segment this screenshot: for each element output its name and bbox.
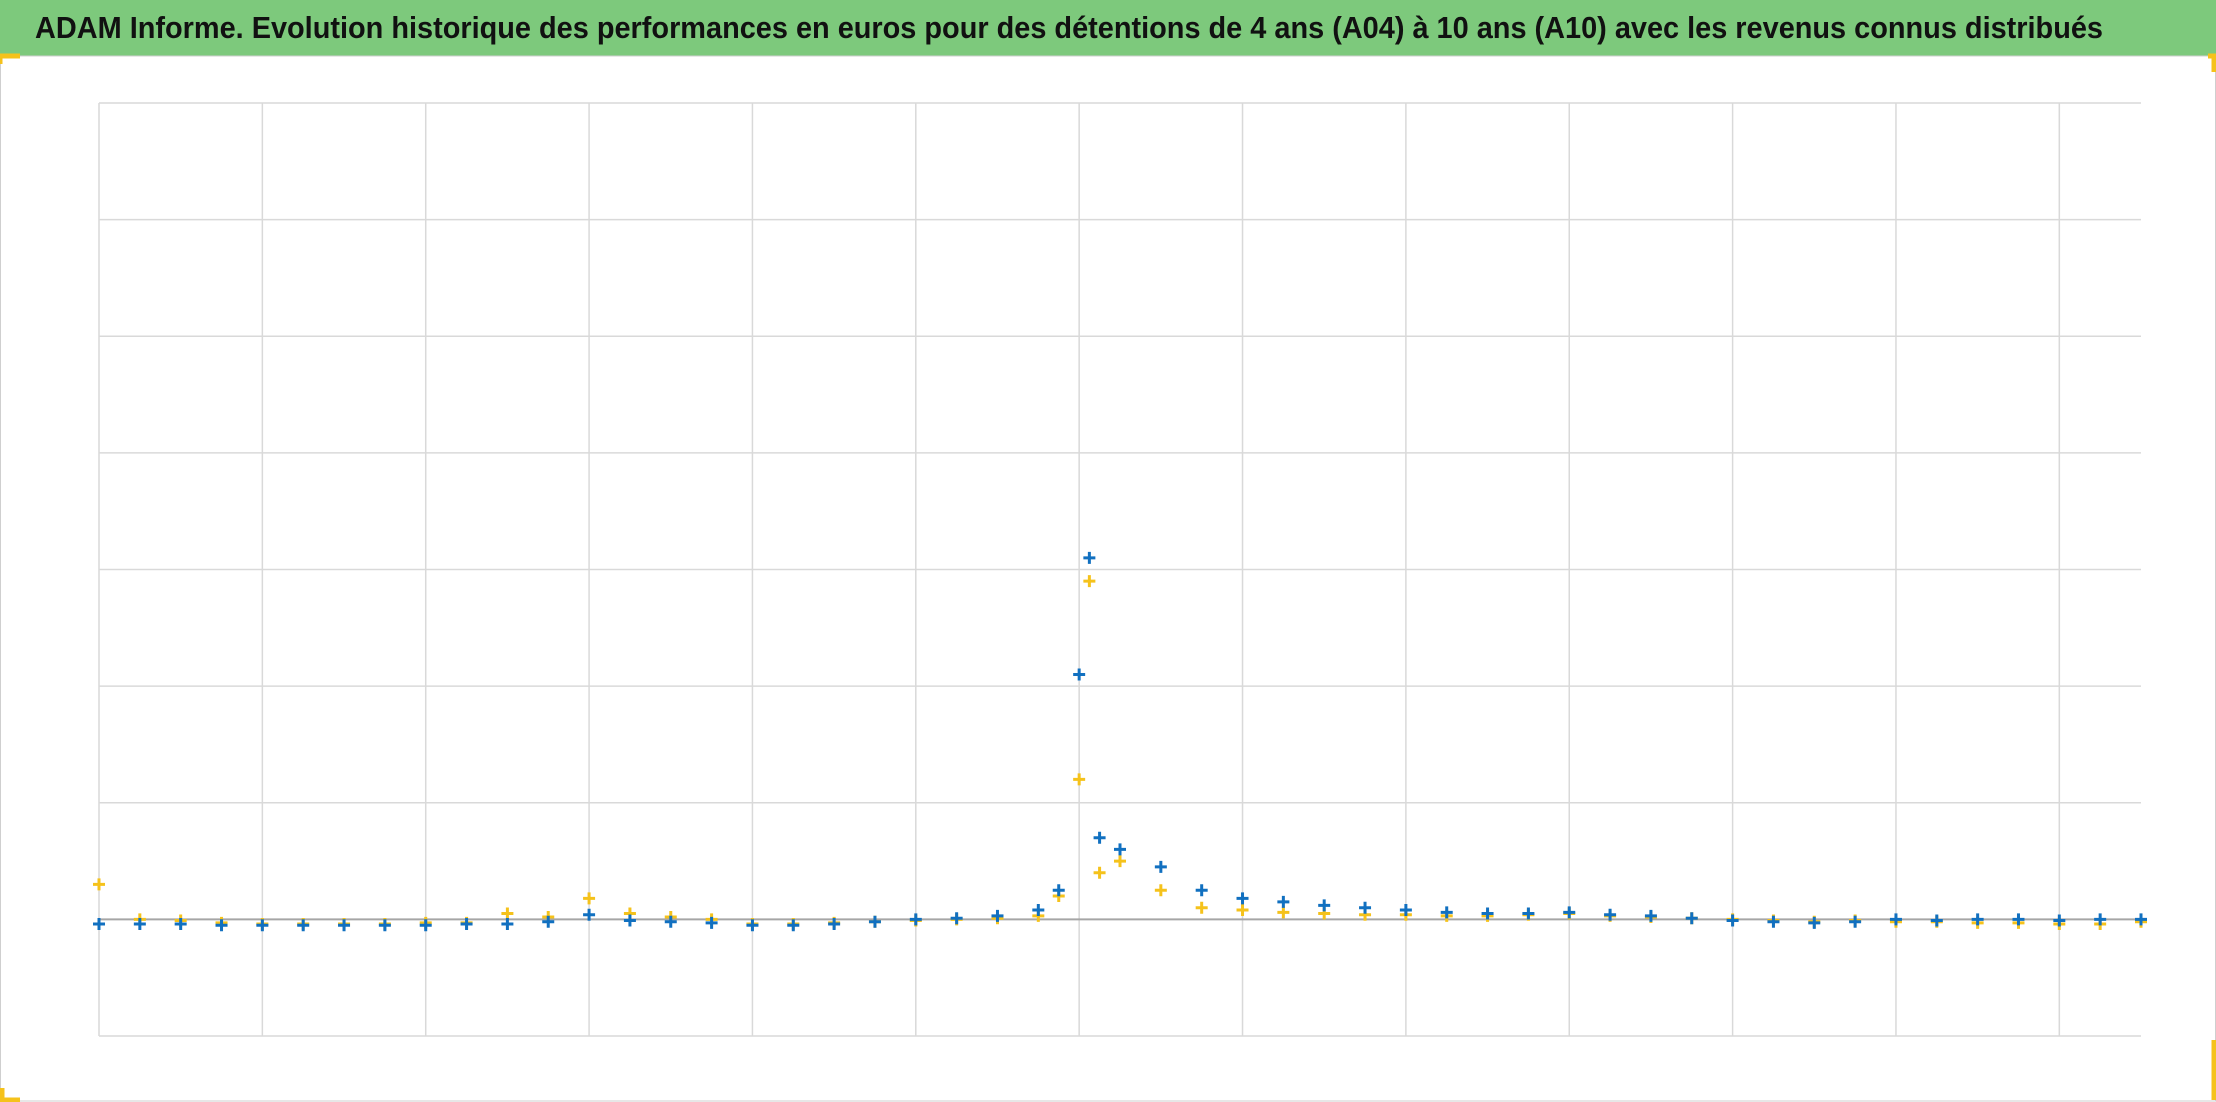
data-point	[256, 919, 269, 932]
data-point	[1767, 915, 1780, 928]
data-point	[1083, 575, 1096, 588]
data-point	[501, 907, 514, 920]
data-point	[1114, 855, 1126, 868]
data-point	[1522, 907, 1535, 920]
data-point	[1808, 916, 1821, 929]
data-point	[583, 908, 596, 921]
data-point	[1236, 904, 1249, 917]
data-point	[1052, 884, 1065, 897]
data-point	[1563, 906, 1576, 919]
data-point	[909, 913, 922, 926]
data-point	[1685, 912, 1698, 925]
data-point	[1318, 899, 1331, 912]
data-point	[787, 919, 800, 932]
data-point	[1399, 904, 1412, 917]
data-point	[1930, 914, 1943, 927]
data-point	[542, 915, 555, 928]
data-point	[1359, 901, 1372, 914]
data-point	[1726, 914, 1739, 927]
chart-title: ADAM Informe. Evolution historique des p…	[35, 10, 2103, 45]
data-point	[174, 918, 187, 931]
data-point	[950, 912, 963, 925]
data-point	[1114, 843, 1126, 856]
data-point	[2012, 913, 2025, 926]
data-point	[1604, 908, 1617, 921]
data-point	[868, 915, 881, 928]
data-point	[1644, 909, 1657, 922]
data-point	[215, 919, 228, 932]
data-point	[1093, 831, 1106, 844]
data-point	[93, 918, 105, 931]
data-point	[1154, 860, 1167, 873]
data-point	[828, 918, 841, 931]
data-point	[1277, 895, 1290, 908]
data-point	[1889, 913, 1902, 926]
data-point	[338, 919, 351, 932]
data-point	[2135, 913, 2147, 926]
data-point	[1093, 866, 1106, 879]
title-bar	[0, 0, 2216, 56]
data-point	[991, 909, 1004, 922]
corner-marks	[0, 53, 2216, 1102]
data-point	[378, 919, 391, 932]
data-point	[93, 878, 105, 891]
data-point	[623, 914, 636, 927]
data-point	[1440, 906, 1453, 919]
data-point	[664, 915, 677, 928]
data-point	[1073, 773, 1086, 786]
data-point	[1236, 892, 1249, 905]
data-point	[705, 916, 718, 929]
data-point	[746, 919, 759, 932]
data-point	[460, 918, 473, 931]
data-point	[1032, 904, 1045, 917]
data-point	[501, 918, 514, 931]
data-point	[1195, 884, 1208, 897]
data-point	[297, 919, 310, 932]
data-point	[2094, 913, 2107, 926]
data-point	[1849, 915, 1862, 928]
data-point	[1195, 901, 1208, 914]
data-point	[419, 919, 432, 932]
data-point	[1154, 884, 1167, 897]
data-point	[1083, 551, 1096, 564]
data-point	[1481, 907, 1494, 920]
data-point	[133, 918, 146, 931]
data-point	[1277, 906, 1290, 919]
data-point	[2053, 914, 2066, 927]
data-point	[1073, 668, 1086, 681]
data-point	[583, 892, 596, 905]
data-point	[1971, 913, 1984, 926]
chart-frame	[0, 55, 2216, 1102]
